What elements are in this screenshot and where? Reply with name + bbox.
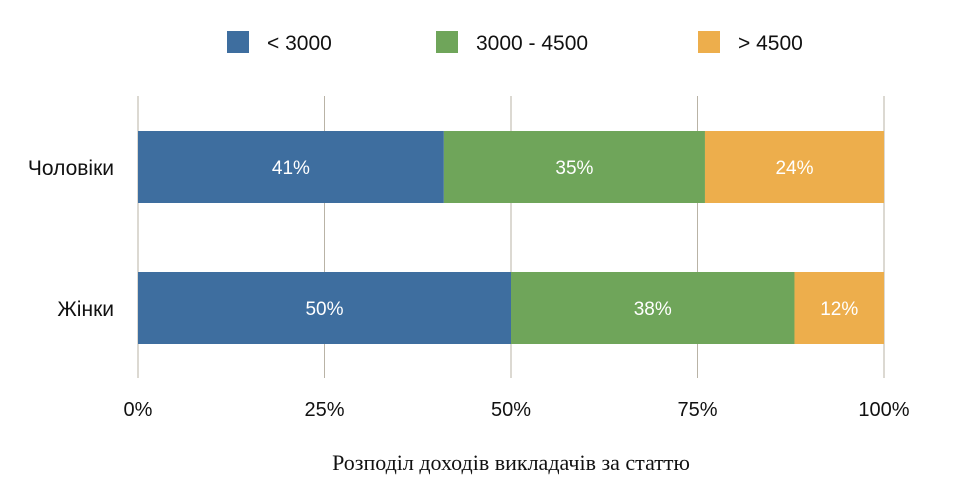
- legend-swatch-1: [436, 31, 458, 53]
- bar-value-label-1-0: 50%: [305, 299, 343, 320]
- legend-label-0: < 3000: [267, 32, 332, 55]
- x-tick-label-1: 25%: [304, 399, 344, 421]
- x-tick-label-3: 75%: [677, 399, 717, 421]
- legend-swatch-2: [698, 31, 720, 53]
- x-tick-label-0: 0%: [124, 399, 153, 421]
- bar-segment-0-2: [704, 131, 884, 203]
- bar-value-label-0-0: 41%: [272, 158, 310, 179]
- bar-segment-1-1: [511, 272, 795, 344]
- bar-value-label-1-1: 38%: [634, 299, 672, 320]
- bar-value-label-1-2: 12%: [820, 299, 858, 320]
- legend-swatch-0: [227, 31, 249, 53]
- legend: < 3000 3000 - 4500 > 4500: [227, 31, 803, 55]
- x-axis-title: Розподіл доходів викладачів за статтю: [332, 450, 690, 475]
- legend-label-2: > 4500: [738, 32, 803, 55]
- x-axis-tick-labels: 0% 25% 50% 75% 100%: [124, 399, 910, 421]
- category-label-0: Чоловіки: [28, 157, 114, 180]
- bar-value-label-0-2: 24%: [775, 158, 813, 179]
- bar-segment-0-1: [443, 131, 705, 203]
- x-tick-label-4: 100%: [858, 399, 909, 421]
- bar-segment-1-2: [794, 272, 884, 344]
- y-axis-labels: Чоловіки Жінки: [28, 157, 114, 321]
- x-tick-label-2: 50%: [491, 399, 531, 421]
- legend-label-1: 3000 - 4500: [476, 32, 588, 55]
- bar-segment-1-0: [138, 272, 511, 344]
- bar-segment-0-0: [138, 131, 444, 203]
- category-label-1: Жінки: [57, 298, 114, 321]
- bar-value-label-0-1: 35%: [555, 158, 593, 179]
- bars: 41% 35% 24% 50% 38% 12%: [138, 131, 884, 344]
